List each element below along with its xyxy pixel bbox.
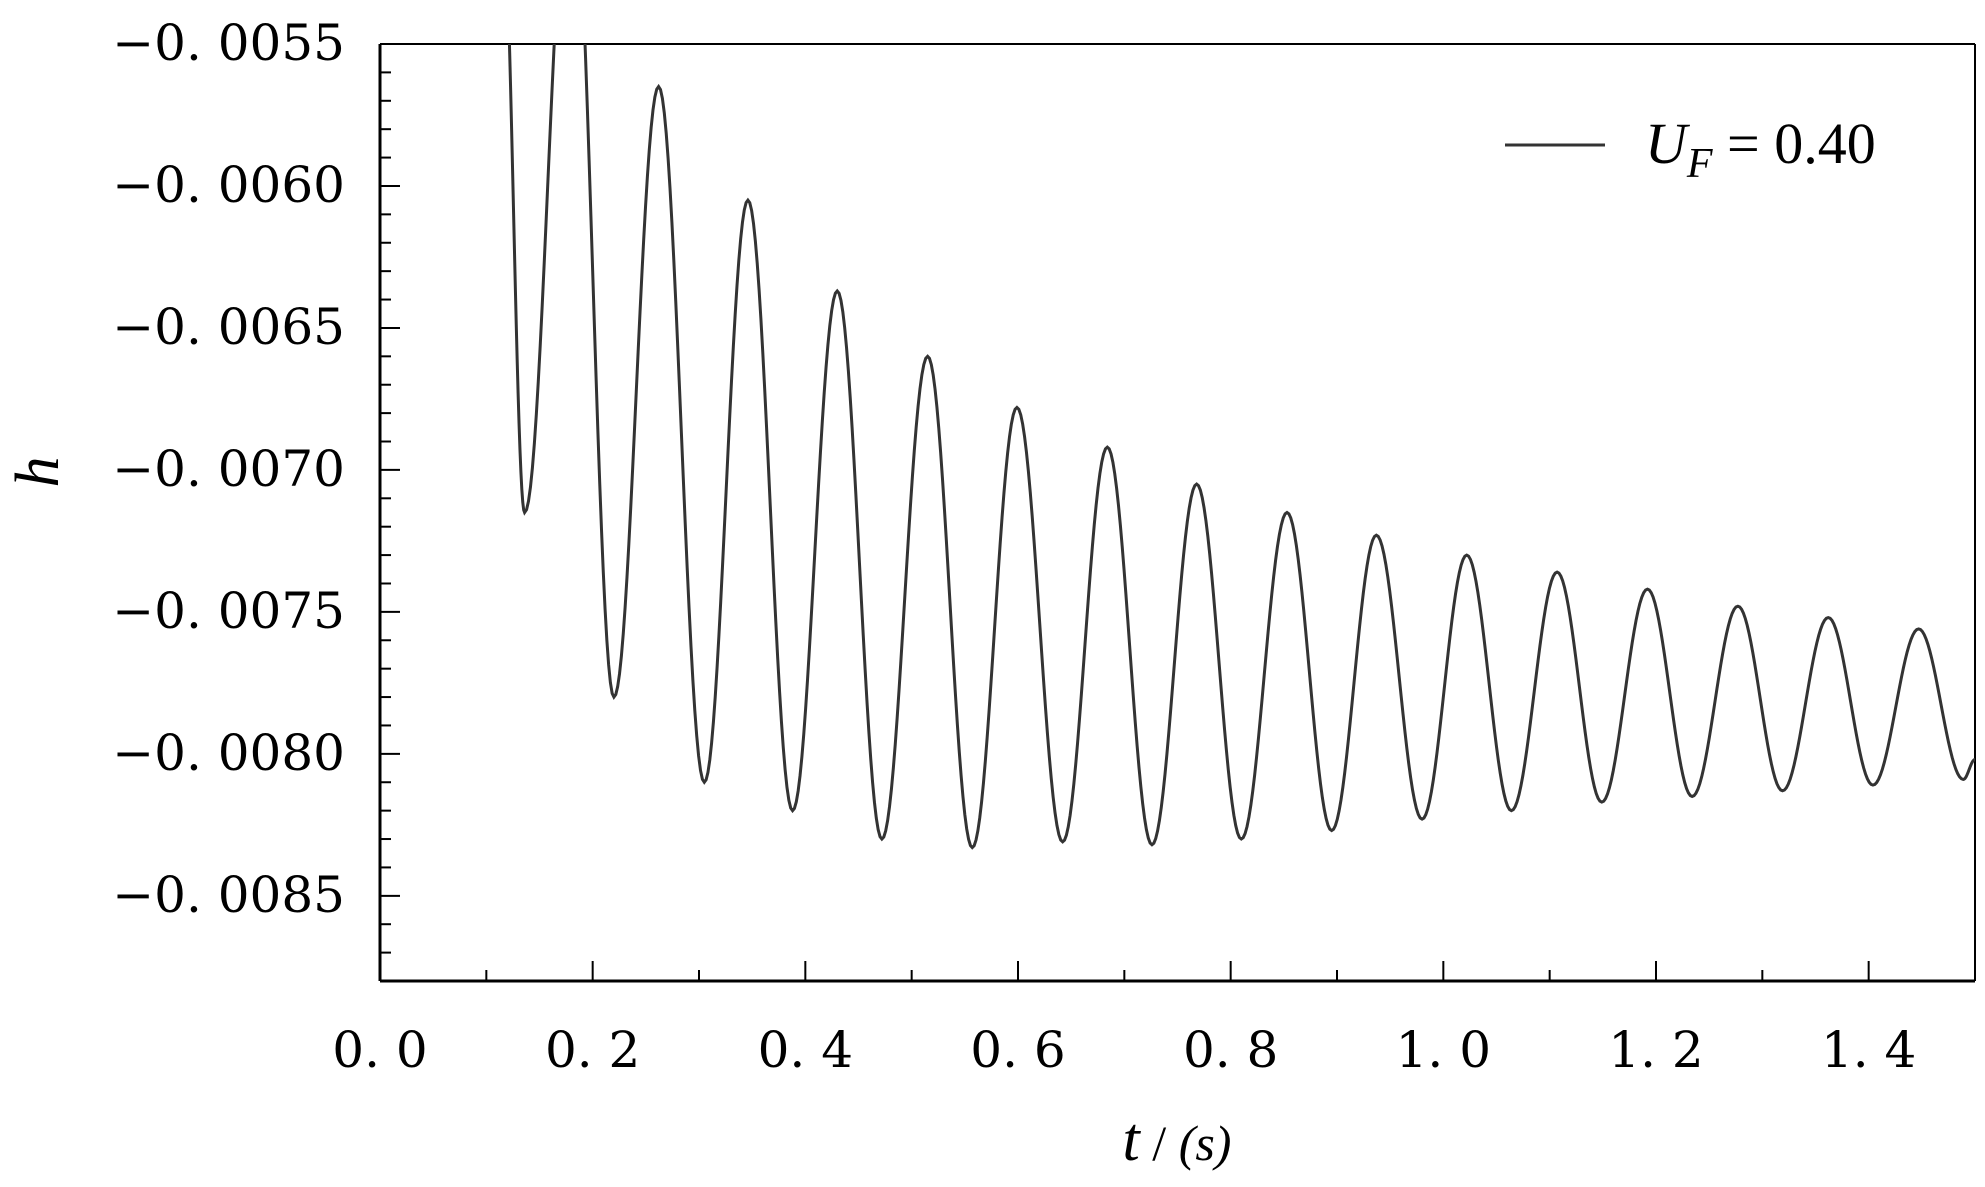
x-axis-label-sep: / bbox=[1140, 1115, 1179, 1171]
x-tick-label: 0. 0 bbox=[332, 1021, 427, 1079]
legend: UF = 0.40 bbox=[1505, 111, 1876, 187]
legend-symbol: U bbox=[1645, 111, 1691, 176]
y-tick-label: −0. 0065 bbox=[112, 298, 345, 356]
series-line-uf-0-40 bbox=[507, 44, 1975, 850]
plot-frame bbox=[378, 43, 1976, 983]
x-tick-label: 1. 0 bbox=[1396, 1021, 1491, 1079]
x-tick-label: 0. 2 bbox=[545, 1021, 640, 1079]
legend-subscript: F bbox=[1686, 141, 1713, 187]
y-tick-label: −0. 0070 bbox=[112, 440, 345, 498]
y-tick-label: −0. 0075 bbox=[112, 582, 345, 640]
x-axis-label-unit: (s) bbox=[1179, 1115, 1232, 1171]
y-tick-label: −0. 0080 bbox=[112, 724, 345, 782]
y-ticks: −0. 0055 −0. 0060 −0. 0065 −0. 0070 −0. 0075… bbox=[112, 14, 400, 982]
x-ticks: 0. 0 0. 2 0. 4 0. 6 0. 8 1. 0 1. 2 1. 4 bbox=[332, 961, 1976, 1079]
series-layer bbox=[507, 44, 1975, 850]
x-tick-label: 0. 8 bbox=[1183, 1021, 1278, 1079]
legend-entry: UF = 0.40 bbox=[1645, 111, 1876, 187]
y-tick-label: −0. 0060 bbox=[112, 156, 345, 214]
x-tick-label: 1. 4 bbox=[1821, 1021, 1916, 1079]
y-tick-label: −0. 0055 bbox=[112, 14, 345, 72]
y-axis-label: h bbox=[4, 457, 72, 488]
x-tick-label: 1. 2 bbox=[1608, 1021, 1703, 1079]
x-axis-label-var: t bbox=[1123, 1106, 1142, 1174]
x-tick-label: 0. 6 bbox=[970, 1021, 1065, 1079]
x-tick-label: 0. 4 bbox=[758, 1021, 853, 1079]
legend-rest: = 0.40 bbox=[1713, 111, 1876, 176]
y-tick-label: −0. 0085 bbox=[112, 866, 345, 924]
x-axis-label: t / (s) bbox=[1123, 1106, 1232, 1174]
